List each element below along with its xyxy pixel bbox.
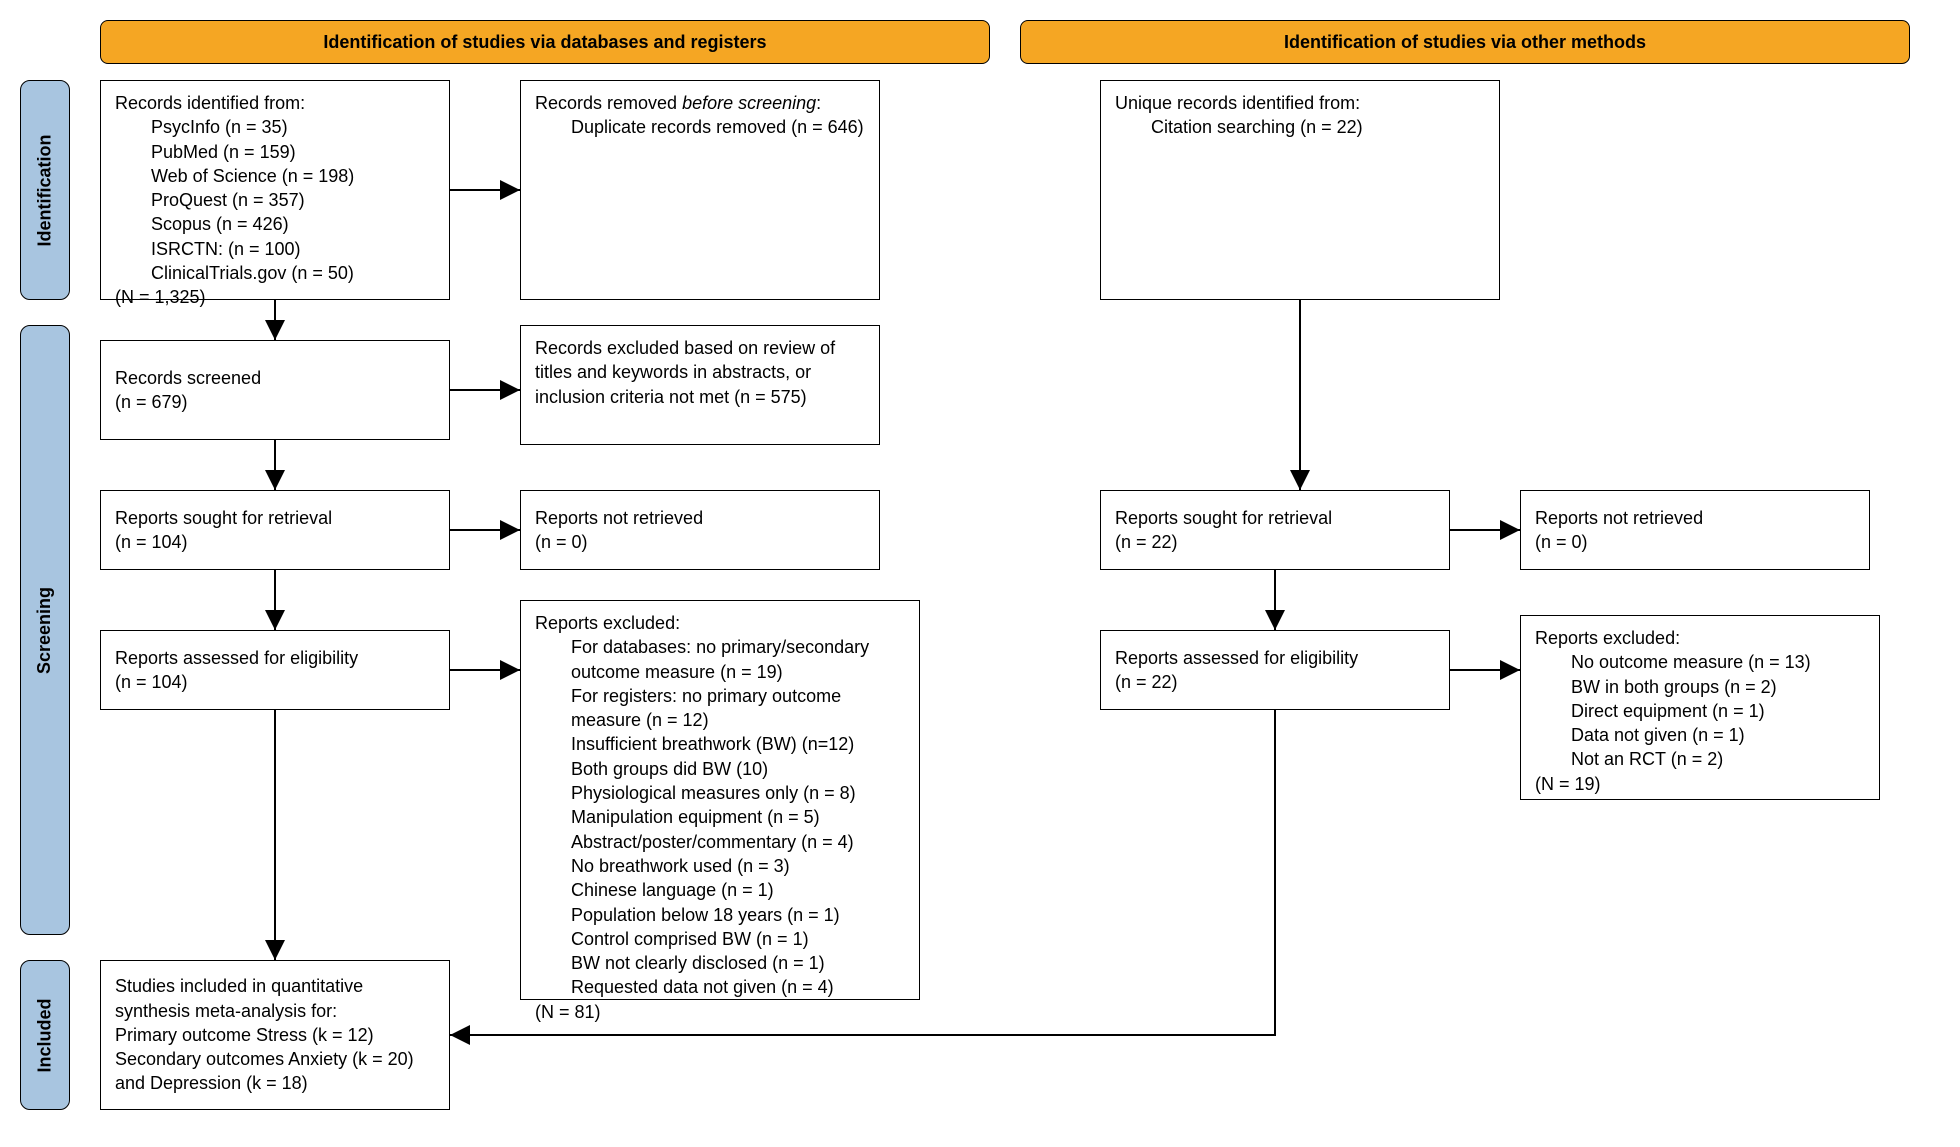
box-records-identified: Records identified from: PsycInfo (n = 3… (100, 80, 450, 300)
stage-included: Included (20, 960, 70, 1110)
b6-l2: (n = 104) (115, 530, 435, 554)
b11-l2: (n = 22) (1115, 530, 1435, 554)
prisma-flowchart: Identification of studies via databases … (20, 20, 1940, 1127)
stage-screening-text: Screening (35, 586, 56, 673)
b1-l1: PsycInfo (n = 35) (151, 115, 435, 139)
box-reports-sought-other: Reports sought for retrieval (n = 22) (1100, 490, 1450, 570)
stage-screening: Screening (20, 325, 70, 935)
b2-l1a: Records removed (535, 93, 682, 113)
header-other-methods: Identification of studies via other meth… (1020, 20, 1910, 64)
b1-total: (N = 1,325) (115, 285, 435, 309)
b1-l2: PubMed (n = 159) (151, 140, 435, 164)
b14-l2: BW in both groups (n = 2) (1571, 675, 1865, 699)
b9-l13: Requested data not given (n = 4) (571, 975, 905, 999)
b14-total: (N = 19) (1535, 772, 1865, 796)
header-databases-text: Identification of studies via databases … (323, 32, 766, 53)
b10-l1: Studies included in quantitative synthes… (115, 974, 435, 1023)
b1-title: Records identified from: (115, 91, 435, 115)
b1-l7: ClinicalTrials.gov (n = 50) (151, 261, 435, 285)
b13-l1: Reports assessed for eligibility (1115, 646, 1435, 670)
b1-l5: Scopus (n = 426) (151, 212, 435, 236)
b9-title: Reports excluded: (535, 611, 905, 635)
b11-l1: Reports sought for retrieval (1115, 506, 1435, 530)
b14-l1: No outcome measure (n = 13) (1571, 650, 1865, 674)
b14-l5: Not an RCT (n = 2) (1571, 747, 1865, 771)
box-reports-assessed-db: Reports assessed for eligibility (n = 10… (100, 630, 450, 710)
b7-l2: (n = 0) (535, 530, 865, 554)
box-reports-sought-db: Reports sought for retrieval (n = 104) (100, 490, 450, 570)
stage-included-text: Included (35, 998, 56, 1072)
b1-l6: ISRCTN: (n = 100) (151, 237, 435, 261)
b6-l1: Reports sought for retrieval (115, 506, 435, 530)
stage-identification: Identification (20, 80, 70, 300)
b9-l12: BW not clearly disclosed (n = 1) (571, 951, 905, 975)
b9-l10: Population below 18 years (n = 1) (571, 903, 905, 927)
b10-l3: Secondary outcomes Anxiety (k = 20) and … (115, 1047, 435, 1096)
b8-l2: (n = 104) (115, 670, 435, 694)
b2-l1: Records removed before screening: (535, 91, 865, 115)
b9-l1: For databases: no primary/secondary outc… (571, 635, 905, 684)
b9-l6: Manipulation equipment (n = 5) (571, 805, 905, 829)
box-records-excluded-screening: Records excluded based on review of titl… (520, 325, 880, 445)
box-unique-records: Unique records identified from: Citation… (1100, 80, 1500, 300)
box-reports-assessed-other: Reports assessed for eligibility (n = 22… (1100, 630, 1450, 710)
b9-l7: Abstract/poster/commentary (n = 4) (571, 830, 905, 854)
b9-l9: Chinese language (n = 1) (571, 878, 905, 902)
b10-l2: Primary outcome Stress (k = 12) (115, 1023, 435, 1047)
box-records-removed: Records removed before screening: Duplic… (520, 80, 880, 300)
b9-l2: For registers: no primary outcome measur… (571, 684, 905, 733)
b2-l2: Duplicate records removed (n = 646) (535, 115, 865, 139)
b1-l4: ProQuest (n = 357) (151, 188, 435, 212)
box-reports-not-retrieved-other: Reports not retrieved (n = 0) (1520, 490, 1870, 570)
b1-l3: Web of Science (n = 198) (151, 164, 435, 188)
b14-l4: Data not given (n = 1) (1571, 723, 1865, 747)
box-studies-included: Studies included in quantitative synthes… (100, 960, 450, 1110)
b13-l2: (n = 22) (1115, 670, 1435, 694)
header-other-text: Identification of studies via other meth… (1284, 32, 1646, 53)
b12-l2: (n = 0) (1535, 530, 1855, 554)
b12-l1: Reports not retrieved (1535, 506, 1855, 530)
b5: Records excluded based on review of titl… (535, 336, 865, 409)
box-records-screened: Records screened (n = 679) (100, 340, 450, 440)
b14-title: Reports excluded: (1535, 626, 1865, 650)
box-reports-excluded-db: Reports excluded: For databases: no prim… (520, 600, 920, 1000)
header-databases: Identification of studies via databases … (100, 20, 990, 64)
b3-l2: Citation searching (n = 22) (1115, 115, 1485, 139)
b4-l1: Records screened (115, 366, 435, 390)
b2-l1c: : (816, 93, 821, 113)
b7-l1: Reports not retrieved (535, 506, 865, 530)
b14-l3: Direct equipment (n = 1) (1571, 699, 1865, 723)
b2-l1b: before screening (682, 93, 816, 113)
stage-identification-text: Identification (35, 134, 56, 246)
b4-l2: (n = 679) (115, 390, 435, 414)
b8-l1: Reports assessed for eligibility (115, 646, 435, 670)
b9-l5: Physiological measures only (n = 8) (571, 781, 905, 805)
b3-l1: Unique records identified from: (1115, 91, 1485, 115)
box-reports-excluded-other: Reports excluded: No outcome measure (n … (1520, 615, 1880, 800)
b9-l3: Insufficient breathwork (BW) (n=12) (571, 732, 905, 756)
b9-total: (N = 81) (535, 1000, 905, 1024)
b9-l4: Both groups did BW (10) (571, 757, 905, 781)
box-reports-not-retrieved-db: Reports not retrieved (n = 0) (520, 490, 880, 570)
b9-l11: Control comprised BW (n = 1) (571, 927, 905, 951)
b9-l8: No breathwork used (n = 3) (571, 854, 905, 878)
